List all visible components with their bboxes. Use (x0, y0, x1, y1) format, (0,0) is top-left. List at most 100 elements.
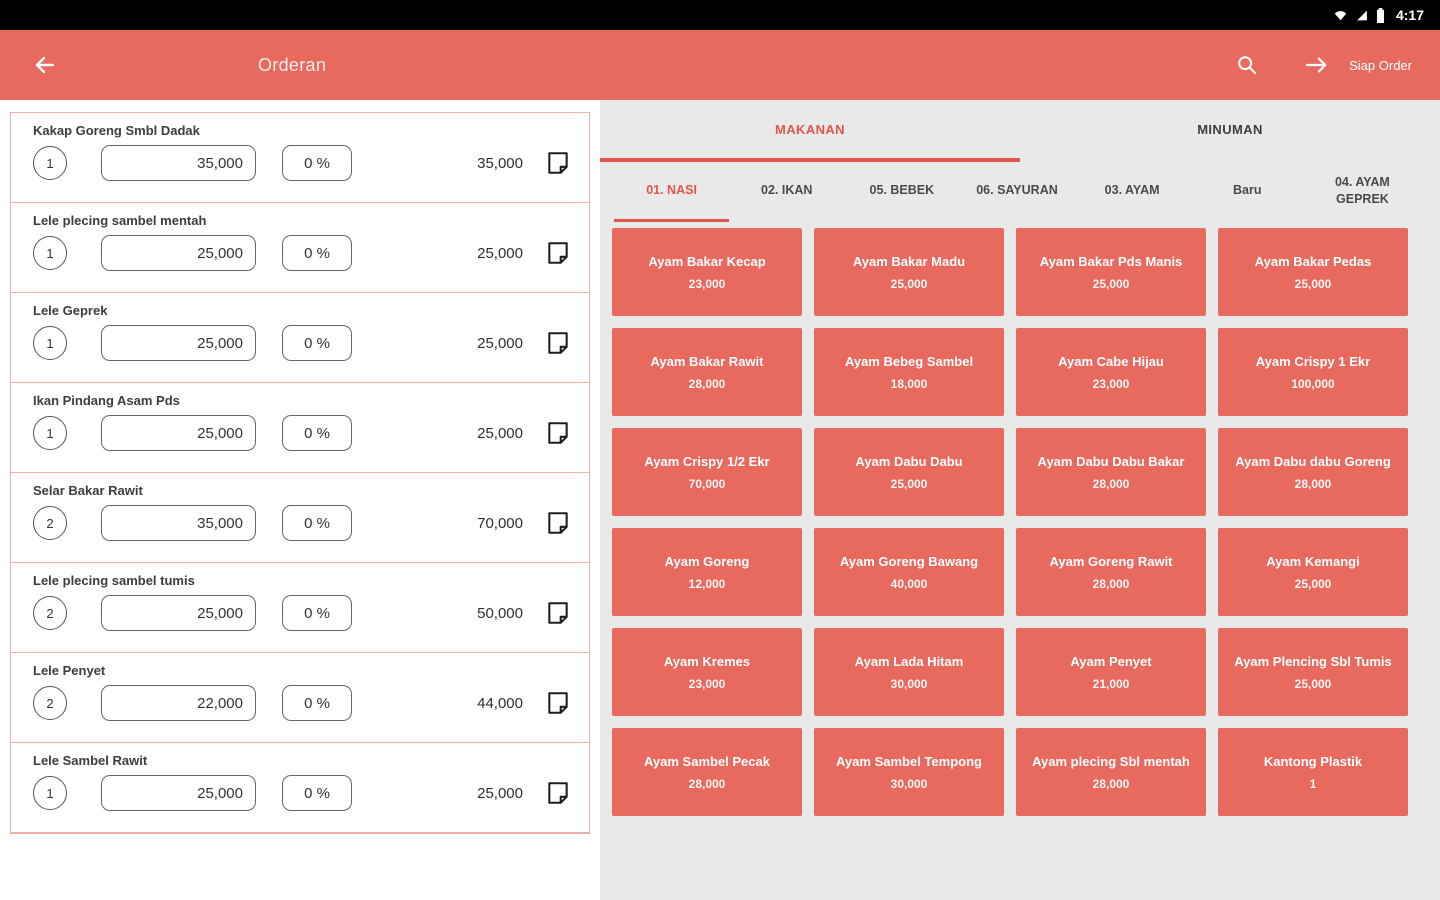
back-button[interactable] (28, 48, 62, 82)
note-icon[interactable] (545, 780, 571, 806)
discount-input[interactable] (282, 415, 352, 451)
menu-item-button[interactable]: Kantong Plastik 1 (1218, 728, 1408, 816)
quantity-badge[interactable]: 1 (33, 776, 67, 810)
category-tab[interactable]: Baru (1190, 162, 1305, 222)
menu-item-button[interactable]: Ayam Dabu Dabu 25,000 (814, 428, 1004, 516)
menu-item-button[interactable]: Ayam Bakar Pds Manis 25,000 (1016, 228, 1206, 316)
price-input[interactable] (101, 145, 256, 181)
menu-item-button[interactable]: Ayam Sambel Pecak 28,000 (612, 728, 802, 816)
menu-group-tab[interactable]: MAKANAN (600, 100, 1020, 162)
order-item-name: Lele Sambel Rawit (33, 753, 148, 768)
discount-input[interactable] (282, 685, 352, 721)
search-icon[interactable] (1227, 45, 1267, 85)
menu-item-price: 23,000 (688, 676, 726, 691)
order-item-name: Lele plecing sambel mentah (33, 213, 207, 228)
category-tab[interactable]: 01. NASI (614, 162, 730, 222)
price-input[interactable] (101, 685, 256, 721)
note-icon[interactable] (545, 510, 571, 536)
category-tab[interactable]: 03. AYAM (1075, 162, 1190, 222)
order-item-row[interactable]: Selar Bakar Rawit 2 70,000 (11, 473, 589, 563)
menu-item-price: 18,000 (890, 376, 928, 391)
menu-item-name: Ayam Dabu dabu Goreng (1235, 454, 1391, 470)
menu-item-price: 28,000 (1294, 476, 1332, 491)
discount-input[interactable] (282, 505, 352, 541)
line-total: 25,000 (477, 784, 523, 802)
quantity-badge[interactable]: 1 (33, 326, 67, 360)
price-input[interactable] (101, 505, 256, 541)
menu-item-button[interactable]: Ayam Bakar Kecap 23,000 (612, 228, 802, 316)
quantity-badge[interactable]: 2 (33, 506, 67, 540)
price-input[interactable] (101, 235, 256, 271)
category-tab-label: 01. NASI (646, 183, 697, 198)
menu-item-price: 40,000 (890, 576, 928, 591)
menu-item-name: Ayam Sambel Tempong (836, 754, 982, 770)
note-icon[interactable] (545, 690, 571, 716)
price-input[interactable] (101, 775, 256, 811)
category-tab[interactable]: 05. BEBEK (844, 162, 959, 222)
quantity-badge[interactable]: 2 (33, 596, 67, 630)
submit-order-arrow-icon[interactable] (1297, 45, 1337, 85)
category-tab-label: 04. AYAM GEPREK (1334, 174, 1390, 206)
menu-item-button[interactable]: Ayam plecing Sbl mentah 28,000 (1016, 728, 1206, 816)
quantity-badge[interactable]: 2 (33, 686, 67, 720)
discount-input[interactable] (282, 595, 352, 631)
menu-item-button[interactable]: Ayam Plencing Sbl Tumis 25,000 (1218, 628, 1408, 716)
order-item-row[interactable]: Ikan Pindang Asam Pds 1 25,000 (11, 383, 589, 473)
note-icon[interactable] (545, 330, 571, 356)
menu-item-button[interactable]: Ayam Bakar Rawit 28,000 (612, 328, 802, 416)
menu-item-button[interactable]: Ayam Bakar Pedas 25,000 (1218, 228, 1408, 316)
menu-item-button[interactable]: Ayam Sambel Tempong 30,000 (814, 728, 1004, 816)
menu-item-price: 1 (1309, 776, 1317, 791)
line-total: 70,000 (477, 514, 523, 532)
menu-item-button[interactable]: Ayam Kemangi 25,000 (1218, 528, 1408, 616)
siap-order-label[interactable]: Siap Order (1349, 57, 1412, 73)
category-tab[interactable]: 02. IKAN (729, 162, 844, 222)
price-input[interactable] (101, 325, 256, 361)
line-total: 25,000 (477, 334, 523, 352)
menu-item-button[interactable]: Ayam Bebeg Sambel 18,000 (814, 328, 1004, 416)
menu-item-button[interactable]: Ayam Crispy 1 Ekr 100,000 (1218, 328, 1408, 416)
signal-icon (1355, 9, 1369, 22)
menu-item-name: Ayam Bakar Pedas (1254, 254, 1372, 270)
discount-input[interactable] (282, 775, 352, 811)
order-item-name: Selar Bakar Rawit (33, 483, 143, 498)
price-input[interactable] (101, 595, 256, 631)
note-icon[interactable] (545, 150, 571, 176)
note-icon[interactable] (545, 420, 571, 446)
menu-item-button[interactable]: Ayam Goreng Bawang 40,000 (814, 528, 1004, 616)
menu-group-tab[interactable]: MINUMAN (1020, 100, 1440, 162)
menu-item-button[interactable]: Ayam Dabu Dabu Bakar 28,000 (1016, 428, 1206, 516)
quantity-badge[interactable]: 1 (33, 236, 67, 270)
quantity-badge[interactable]: 1 (33, 416, 67, 450)
order-item-row[interactable]: Kakap Goreng Smbl Dadak 1 35,000 (11, 113, 589, 203)
menu-item-button[interactable]: Ayam Crispy 1/2 Ekr 70,000 (612, 428, 802, 516)
app-bar: Orderan Siap Order (0, 30, 1440, 100)
menu-item-button[interactable]: Ayam Penyet 21,000 (1016, 628, 1206, 716)
order-item-row[interactable]: Lele Sambel Rawit 1 25,000 (11, 743, 589, 833)
quantity-badge[interactable]: 1 (33, 146, 67, 180)
menu-item-button[interactable]: Ayam Dabu dabu Goreng 28,000 (1218, 428, 1408, 516)
discount-input[interactable] (282, 235, 352, 271)
menu-item-button[interactable]: Ayam Cabe Hijau 23,000 (1016, 328, 1206, 416)
menu-item-button[interactable]: Ayam Bakar Madu 25,000 (814, 228, 1004, 316)
category-tab[interactable]: 04. AYAM GEPREK (1305, 162, 1420, 222)
note-icon[interactable] (545, 600, 571, 626)
line-total: 44,000 (477, 694, 523, 712)
category-tab-label: 06. SAYURAN (976, 183, 1058, 198)
price-input[interactable] (101, 415, 256, 451)
discount-input[interactable] (282, 145, 352, 181)
menu-item-button[interactable]: Ayam Goreng Rawit 28,000 (1016, 528, 1206, 616)
menu-item-button[interactable]: Ayam Lada Hitam 30,000 (814, 628, 1004, 716)
order-item-row[interactable]: Lele plecing sambel tumis 2 50,000 (11, 563, 589, 653)
line-total: 25,000 (477, 424, 523, 442)
order-item-row[interactable]: Lele Geprek 1 25,000 (11, 293, 589, 383)
category-tab[interactable]: 06. SAYURAN (959, 162, 1074, 222)
note-icon[interactable] (545, 240, 571, 266)
order-item-row[interactable]: Lele plecing sambel mentah 1 25,000 (11, 203, 589, 293)
menu-item-button[interactable]: Ayam Goreng 12,000 (612, 528, 802, 616)
menu-item-button[interactable]: Ayam Kremes 23,000 (612, 628, 802, 716)
discount-input[interactable] (282, 325, 352, 361)
order-item-row[interactable]: Lele Penyet 2 44,000 (11, 653, 589, 743)
menu-item-name: Ayam Bakar Pds Manis (1039, 254, 1183, 270)
